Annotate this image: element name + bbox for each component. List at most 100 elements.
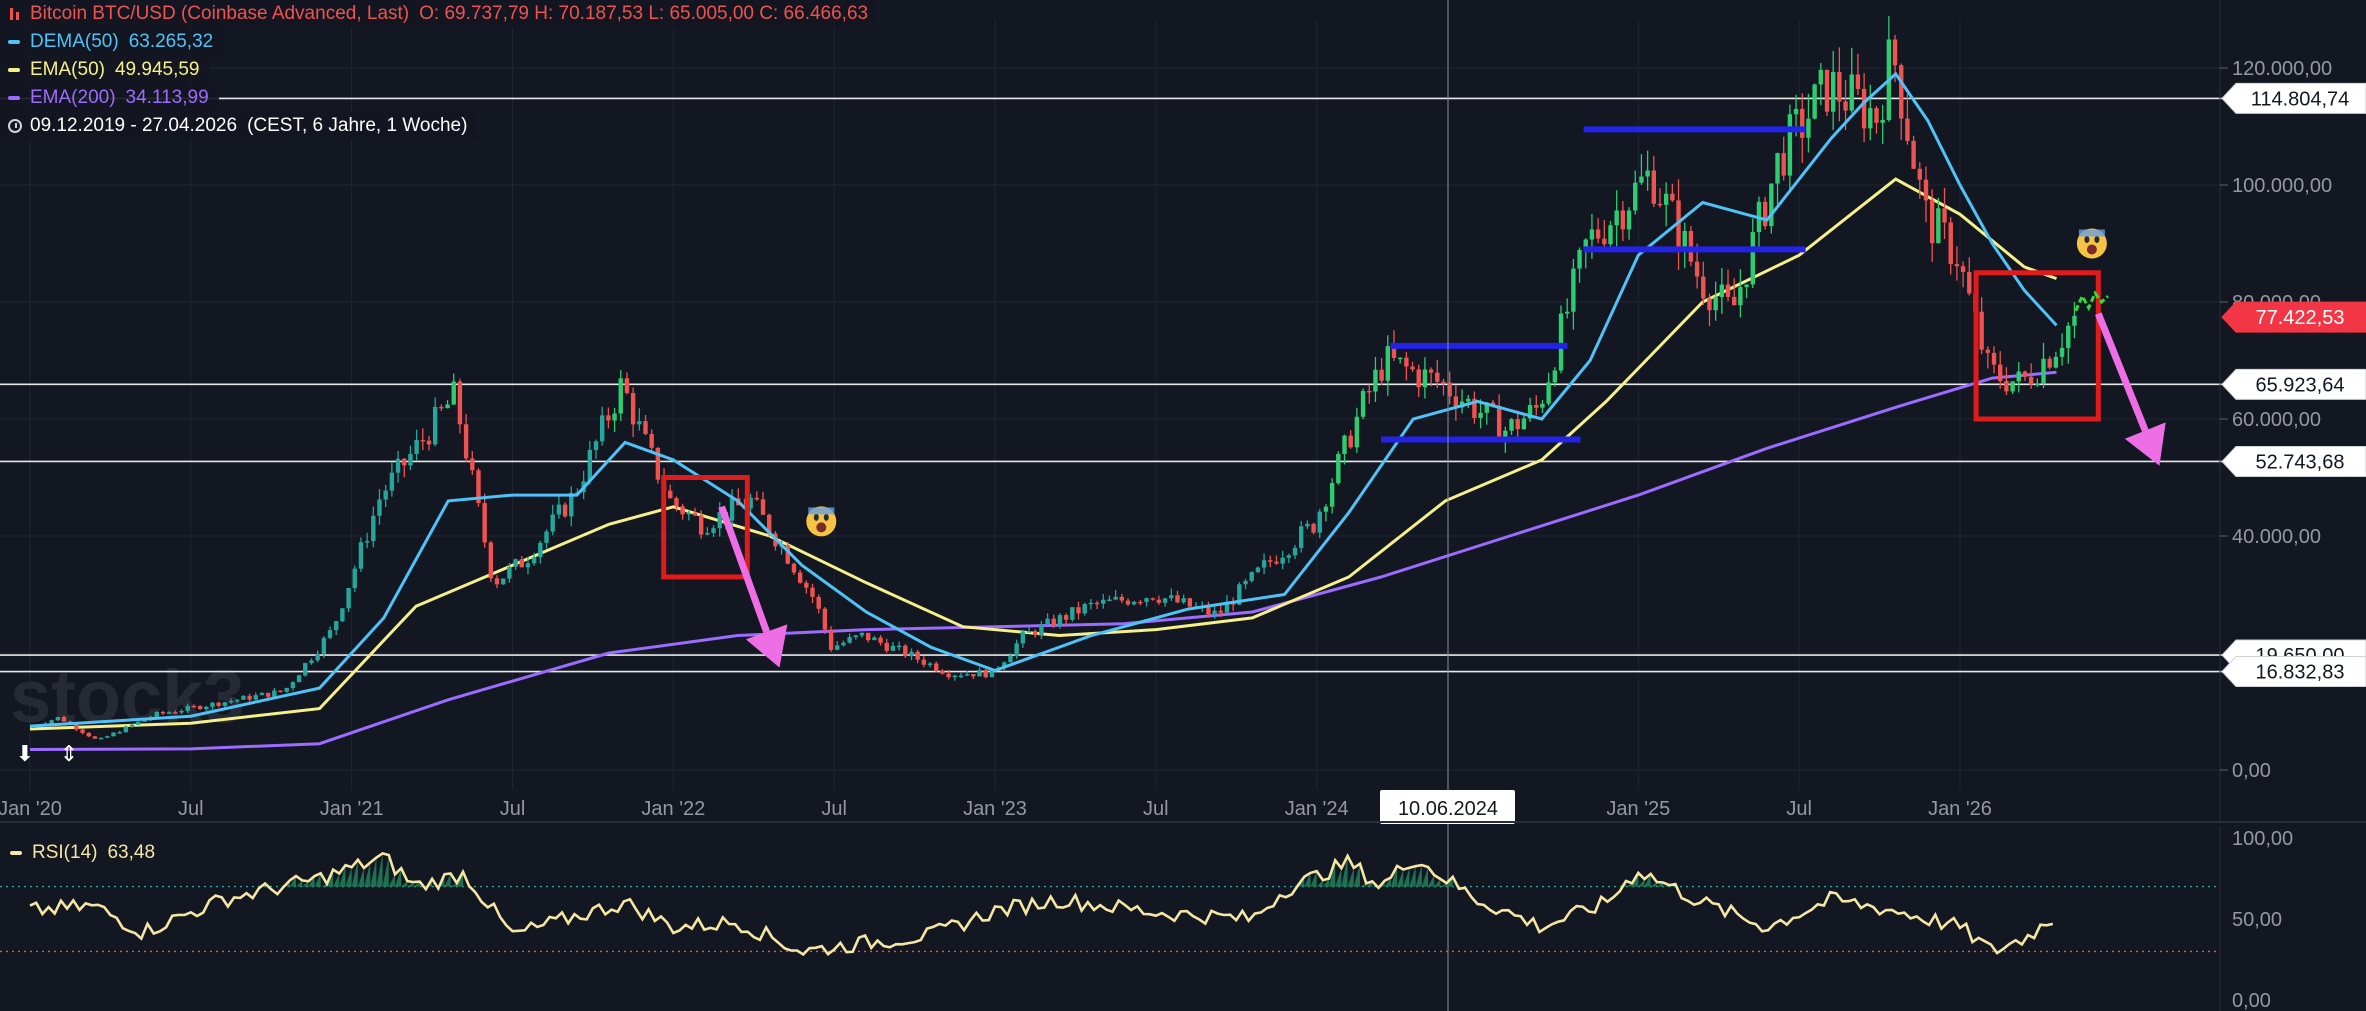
- candle-body: [1261, 560, 1267, 568]
- candle-body: [1076, 607, 1081, 614]
- candle-body: [1367, 390, 1372, 393]
- candle-body: [1206, 606, 1211, 615]
- ema200-line-group: [29, 370, 2057, 751]
- candle-body: [1360, 390, 1366, 417]
- candle-body: [290, 682, 296, 688]
- candle-body: [1113, 596, 1118, 600]
- candle-body: [1614, 210, 1619, 226]
- candle-body: [1317, 511, 1322, 533]
- legend-symbol-row[interactable]: Bitcoin BTC/USD (Coinbase Advanced, Last…: [0, 0, 879, 28]
- candle-body: [439, 406, 444, 409]
- crosshair: 10.06.2024: [1380, 0, 1515, 1011]
- candle-body: [1874, 108, 1879, 123]
- candle-body: [80, 729, 85, 733]
- candle-body: [1162, 598, 1168, 603]
- candle-body: [1744, 284, 1749, 288]
- legend-ema200-row[interactable]: EMA(200) 34.113,99: [0, 84, 878, 112]
- candle-body: [1428, 369, 1434, 373]
- candle-body: [395, 458, 401, 473]
- candle-body: [1960, 266, 1966, 272]
- candle-body: [1694, 261, 1700, 277]
- candle-body: [1781, 153, 1786, 176]
- candle-body: [1119, 596, 1125, 601]
- ema50-swatch: [8, 68, 20, 72]
- candle-body: [1094, 602, 1100, 605]
- candle-body: [624, 378, 630, 394]
- candle-body: [1212, 610, 1217, 615]
- candle-body: [321, 637, 327, 654]
- candle-body: [1725, 284, 1731, 297]
- candle-body: [1602, 238, 1607, 245]
- rsi-overbought-fill: [258, 853, 1676, 887]
- candle-body: [1088, 602, 1094, 605]
- ema200-line: [29, 370, 2057, 751]
- candle-body: [358, 542, 364, 569]
- candle-body: [1107, 599, 1112, 602]
- time-tick-label: Jan '21: [320, 798, 384, 820]
- candle-body: [1156, 599, 1162, 603]
- candle-body: [2059, 347, 2065, 357]
- candle-body: [1249, 572, 1254, 581]
- rsi-label: RSI(14): [32, 842, 98, 863]
- price-axis[interactable]: 0,0040.000,0060.000,0080.000,00100.000,0…: [2219, 0, 2366, 822]
- candle-body: [767, 514, 772, 534]
- candle-body: [1342, 435, 1347, 455]
- candle-body: [160, 711, 166, 714]
- candle-body: [2022, 371, 2028, 377]
- candle-body: [927, 663, 933, 666]
- legend-range-row[interactable]: 09.12.2019 - 27.04.2026 (CEST, 6 Jahre, …: [0, 112, 878, 140]
- candle-body: [1496, 405, 1502, 441]
- legend-dema-row[interactable]: DEMA(50) 63.265,32: [0, 28, 878, 56]
- candle-body: [1707, 298, 1712, 311]
- highlight-rectangle: [1973, 270, 2101, 422]
- candle-body: [810, 587, 815, 597]
- candle-body: [1552, 370, 1558, 383]
- candle-body: [878, 637, 883, 643]
- ema50-line-group: [29, 177, 2058, 731]
- candle-body: [1645, 170, 1650, 177]
- candle-body: [426, 440, 432, 445]
- candle-body: [2047, 358, 2052, 368]
- forecast-line-group: [2074, 290, 2109, 312]
- candle-body: [1818, 69, 1824, 85]
- legend-ema50-row[interactable]: EMA(50) 49.945,59: [0, 56, 878, 84]
- candle-body: [989, 668, 995, 678]
- candle-body: [179, 710, 184, 713]
- candle-body: [1540, 403, 1545, 408]
- candle-body: [2066, 325, 2071, 348]
- candle-body: [2016, 371, 2021, 382]
- candle-body: [569, 492, 574, 517]
- candle-body: [98, 737, 104, 740]
- candle-body: [1830, 71, 1836, 112]
- candle-body: [1998, 364, 2003, 381]
- time-tick-label: Jul: [1143, 798, 1169, 820]
- candle-body: [1868, 108, 1873, 129]
- time-axis[interactable]: Jan '20 Jul Jan '21 Jul Jan '22 Jul Jan '23 Jul…: [0, 798, 2366, 823]
- emoji-eye: [813, 513, 819, 521]
- candle-body: [1373, 369, 1378, 392]
- candle-body: [1991, 352, 1997, 365]
- candle-body: [1397, 357, 1403, 360]
- candle-body: [1558, 313, 1564, 371]
- candle-body: [334, 621, 339, 631]
- time-tick-label: Jul: [500, 798, 526, 820]
- download-icon[interactable]: ⬇: [15, 741, 35, 766]
- candle-body: [630, 393, 636, 425]
- price-tick-label: 40.000,00: [2232, 526, 2321, 548]
- arrow-shaft: [2095, 312, 2149, 432]
- candle-body: [1583, 239, 1588, 250]
- candle-body: [105, 736, 110, 738]
- scale-toggle-icon[interactable]: ⇕: [59, 741, 79, 766]
- time-tick-label: Jan '24: [1285, 798, 1349, 820]
- time-tick-label: Jul: [178, 798, 204, 820]
- candle-body: [964, 674, 970, 676]
- time-tick-label: Jul: [1786, 798, 1812, 820]
- price-label-text: 65.923,64: [2256, 374, 2345, 396]
- candle-body: [154, 711, 160, 718]
- candle-body: [1002, 662, 1007, 669]
- candle-body: [1255, 567, 1261, 573]
- arrow-head: [745, 624, 788, 668]
- candle-body: [1354, 416, 1360, 448]
